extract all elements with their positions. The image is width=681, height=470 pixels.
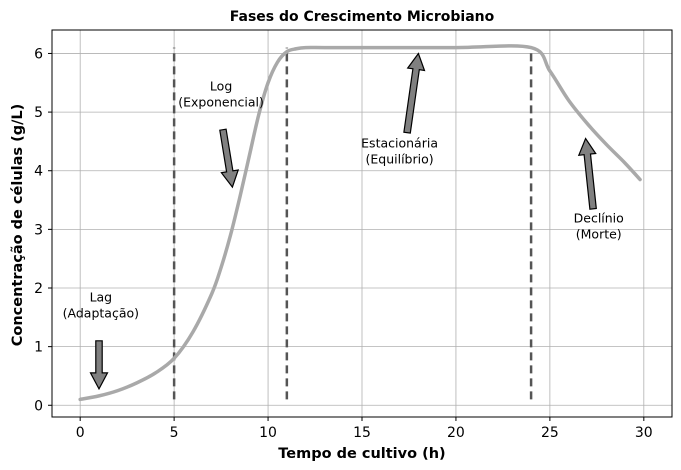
x-tick-label: 30 <box>635 425 653 441</box>
annotation: Lag (Adaptação) <box>63 289 139 391</box>
y-tick-label: 5 <box>34 105 43 121</box>
grid <box>52 30 672 417</box>
y-axis-label: Concentração de células (g/L) <box>10 104 26 347</box>
annotation-line: Lag <box>90 289 113 304</box>
x-tick-label: 0 <box>76 425 85 441</box>
annotation-line: (Exponencial) <box>178 94 264 109</box>
x-tick-label: 20 <box>447 425 465 441</box>
annotation-line: (Morte) <box>576 226 622 241</box>
annotation-arrow <box>577 137 597 210</box>
annotation-text: Log (Exponencial) <box>178 78 264 109</box>
y-tick-label: 3 <box>34 222 43 238</box>
annotation-line: Estacionária <box>361 135 438 150</box>
annotation-text: Estacionária (Equilíbrio) <box>361 135 438 166</box>
annotation: Declínio (Morte) <box>574 137 624 241</box>
annotation-text: Lag (Adaptação) <box>63 289 139 320</box>
ticks: 0 5 10 15 20 25 30 0 1 2 3 4 5 6 <box>34 46 653 441</box>
annotation-text: Declínio (Morte) <box>574 210 624 241</box>
annotation-line: Declínio <box>574 210 624 225</box>
annotations: Lag (Adaptação) Log (Exponencial) Estacionár… <box>63 52 624 391</box>
annotation: Estacionária (Equilíbrio) <box>361 52 438 166</box>
annotation-arrow <box>403 52 426 134</box>
growth-curve <box>78 44 642 402</box>
x-tick-label: 5 <box>170 425 179 441</box>
annotation-arrow <box>219 128 240 189</box>
chart-title: Fases do Crescimento Microbiano <box>230 9 495 25</box>
annotation-line: Log <box>210 78 232 93</box>
annotation: Log (Exponencial) <box>178 78 264 189</box>
x-tick-label: 10 <box>259 425 277 441</box>
x-axis-label: Tempo de cultivo (h) <box>278 446 445 462</box>
y-tick-label: 0 <box>34 398 43 414</box>
x-tick-label: 15 <box>353 425 371 441</box>
phase-lines <box>172 47 533 400</box>
annotation-line: (Adaptação) <box>63 305 139 320</box>
series <box>78 44 642 402</box>
y-tick-label: 4 <box>34 164 43 180</box>
y-tick-label: 2 <box>34 281 43 297</box>
y-tick-label: 6 <box>34 46 43 62</box>
y-tick-label: 1 <box>34 340 43 356</box>
annotation-line: (Equilíbrio) <box>366 151 434 166</box>
x-tick-label: 25 <box>541 425 559 441</box>
annotation-arrow <box>89 340 109 391</box>
